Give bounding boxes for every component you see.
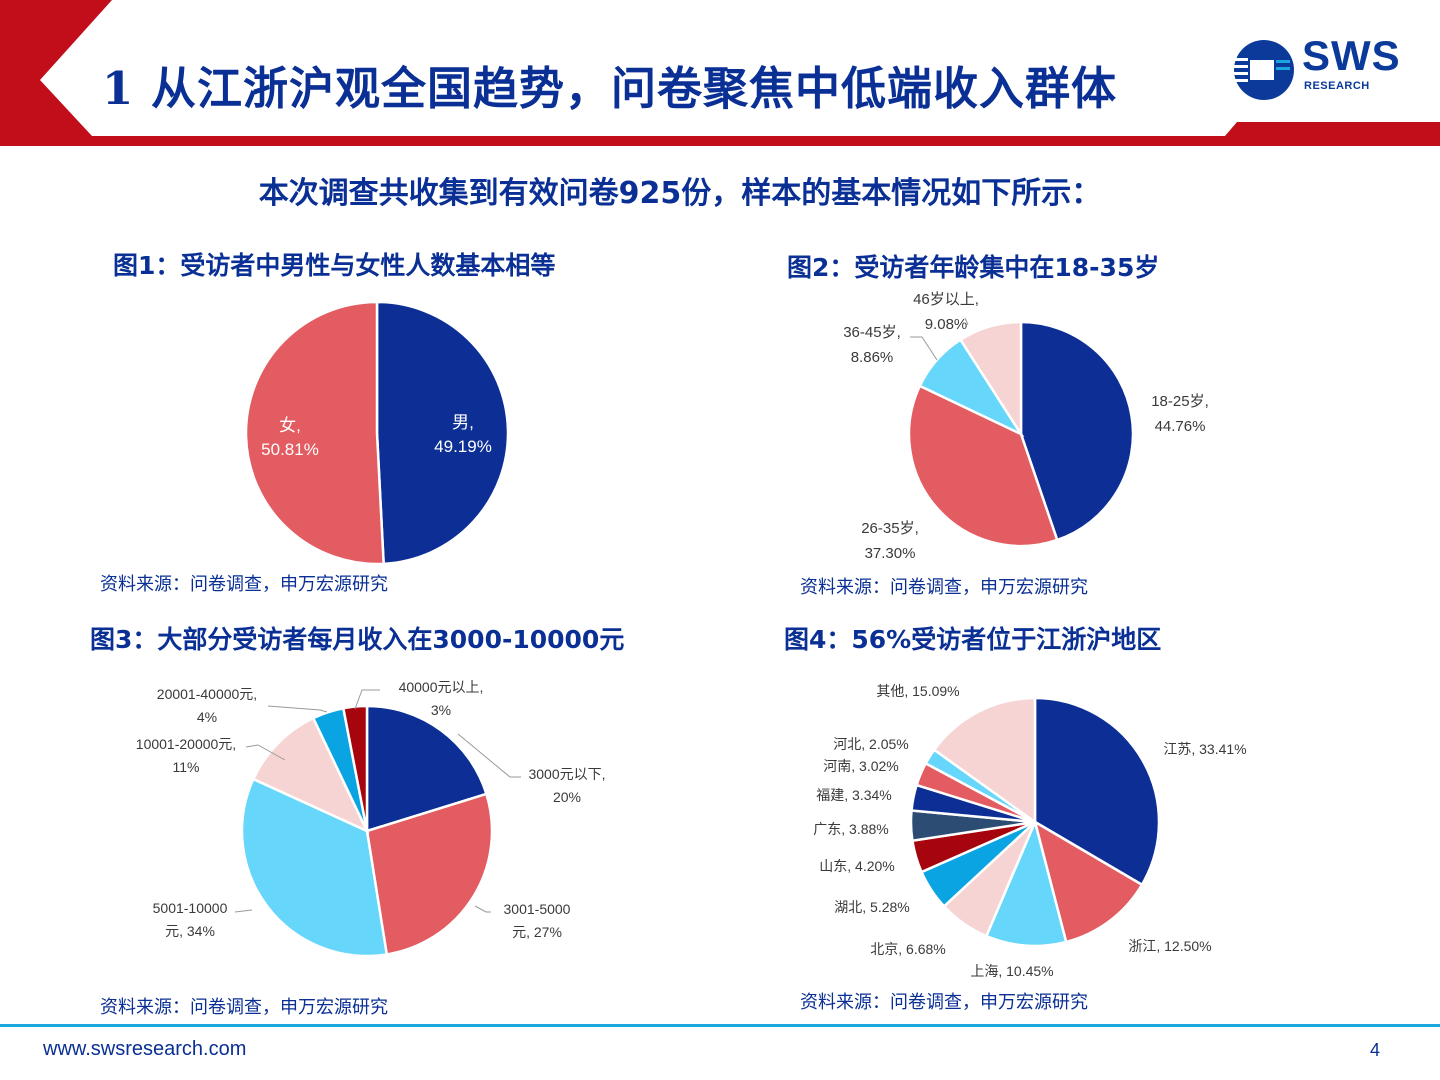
chart2-title: 图2：受访者年龄集中在18-35岁 xyxy=(787,253,1160,282)
leader-line-2-4 xyxy=(964,317,969,326)
leader-line-3-5 xyxy=(267,705,328,713)
data-label-3-1: 20% xyxy=(553,789,581,805)
data-label-3-5: 20001-40000元, xyxy=(157,686,257,702)
pie-slice-3-4 xyxy=(251,716,370,834)
data-label-2-3: 8.86% xyxy=(851,349,894,366)
data-label-3-1: 3000元以下, xyxy=(528,766,605,782)
pie-slice-3-1 xyxy=(365,704,488,833)
data-label-4-7: 广东, 3.88% xyxy=(813,821,888,837)
data-label-2-2: 37.30% xyxy=(865,545,916,562)
data-label-1-2: 女, xyxy=(279,416,301,435)
header-red-shape xyxy=(0,0,1440,146)
pie-slice-2-4 xyxy=(958,320,1023,439)
pie-slice-4-3 xyxy=(984,818,1068,948)
logo-text: SWS xyxy=(1302,32,1401,79)
logo-subtext: RESEARCH xyxy=(1304,80,1370,92)
data-label-2-4: 46岁以上, xyxy=(913,291,979,308)
data-label-4-6: 山东, 4.20% xyxy=(819,858,894,874)
data-label-3-4: 11% xyxy=(173,759,200,775)
sws-logo: SWS RESEARCH xyxy=(1232,32,1412,102)
leader-line-3-6 xyxy=(354,689,380,710)
data-label-3-6: 40000元以上, xyxy=(399,679,484,695)
pie-slice-3-6 xyxy=(341,704,369,832)
chart3-title: 图3：大部分受访者每月收入在3000-10000元 xyxy=(90,625,625,654)
chart1-source: 资料来源：问卷调查，申万宏源研究 xyxy=(100,574,388,595)
pie-slice-3-2 xyxy=(365,792,494,956)
pie-slice-4-11 xyxy=(932,696,1037,825)
data-label-2-3: 36-45岁, xyxy=(843,324,901,341)
data-label-3-2: 元, 27% xyxy=(512,924,562,940)
data-label-4-11: 其他, 15.09% xyxy=(876,683,959,699)
footer-website-link[interactable]: www.swsresearch.com xyxy=(43,1038,247,1060)
data-label-3-2: 3001-5000 xyxy=(504,901,571,917)
data-label-2-2: 26-35岁, xyxy=(861,520,919,537)
chart4-title: 图4：56%受访者位于江浙沪地区 xyxy=(784,625,1162,654)
logo-globe-icon xyxy=(1234,40,1294,100)
data-label-3-3: 5001-10000 xyxy=(153,900,228,916)
data-label-4-5: 湖北, 5.28% xyxy=(834,899,909,915)
pie-slice-4-2 xyxy=(1033,819,1144,944)
leader-line-3-4 xyxy=(245,744,286,761)
slide-title: 1 从江浙沪观全国趋势，问卷聚焦中低端收入群体 xyxy=(102,62,1117,115)
survey-summary: 本次调查共收集到有效问卷925份，样本的基本情况如下所示： xyxy=(258,176,1102,211)
pie-slice-3-3 xyxy=(240,777,389,958)
leader-line-3-2 xyxy=(474,905,491,913)
data-label-4-9: 河南, 3.02% xyxy=(823,758,898,774)
data-label-2-1: 44.76% xyxy=(1155,418,1206,435)
leader-line-3-3 xyxy=(234,909,253,913)
data-label-1-1: 男, xyxy=(452,413,474,432)
data-label-4-4: 北京, 6.68% xyxy=(870,941,945,957)
pie-slice-1-1 xyxy=(375,300,510,566)
data-label-3-6: 3% xyxy=(431,702,451,718)
leader-line-3-1 xyxy=(457,733,521,778)
pie-slice-4-1 xyxy=(1033,696,1161,887)
data-label-3-4: 10001-20000元, xyxy=(136,736,236,752)
page-number: 4 xyxy=(1370,1040,1381,1060)
data-label-4-1: 江苏, 33.41% xyxy=(1163,741,1246,757)
data-label-3-3: 元, 34% xyxy=(165,923,215,939)
data-label-1-1: 49.19% xyxy=(434,437,492,456)
data-label-4-2: 浙江, 12.50% xyxy=(1128,938,1211,954)
header-banner xyxy=(0,0,1440,146)
pie-slice-2-2 xyxy=(907,384,1059,548)
data-label-2-4: 9.08% xyxy=(925,316,968,333)
data-label-4-8: 福建, 3.34% xyxy=(816,787,891,803)
data-label-1-2: 50.81% xyxy=(261,440,319,459)
pie-slice-1-2 xyxy=(244,300,385,566)
chart3-source: 资料来源：问卷调查，申万宏源研究 xyxy=(100,997,388,1018)
chart1-title: 图1：受访者中男性与女性人数基本相等 xyxy=(113,251,556,280)
data-label-4-10: 河北, 2.05% xyxy=(833,736,908,752)
leader-line-2-3 xyxy=(910,336,938,361)
footer-divider xyxy=(0,1024,1440,1027)
pie-slice-2-1 xyxy=(1019,320,1135,542)
data-label-3-5: 4% xyxy=(197,709,217,725)
data-label-2-1: 18-25岁, xyxy=(1151,393,1209,410)
data-label-4-3: 上海, 10.45% xyxy=(970,963,1053,979)
chart4-source: 资料来源：问卷调查，申万宏源研究 xyxy=(800,992,1088,1013)
chart2-source: 资料来源：问卷调查，申万宏源研究 xyxy=(800,577,1088,598)
